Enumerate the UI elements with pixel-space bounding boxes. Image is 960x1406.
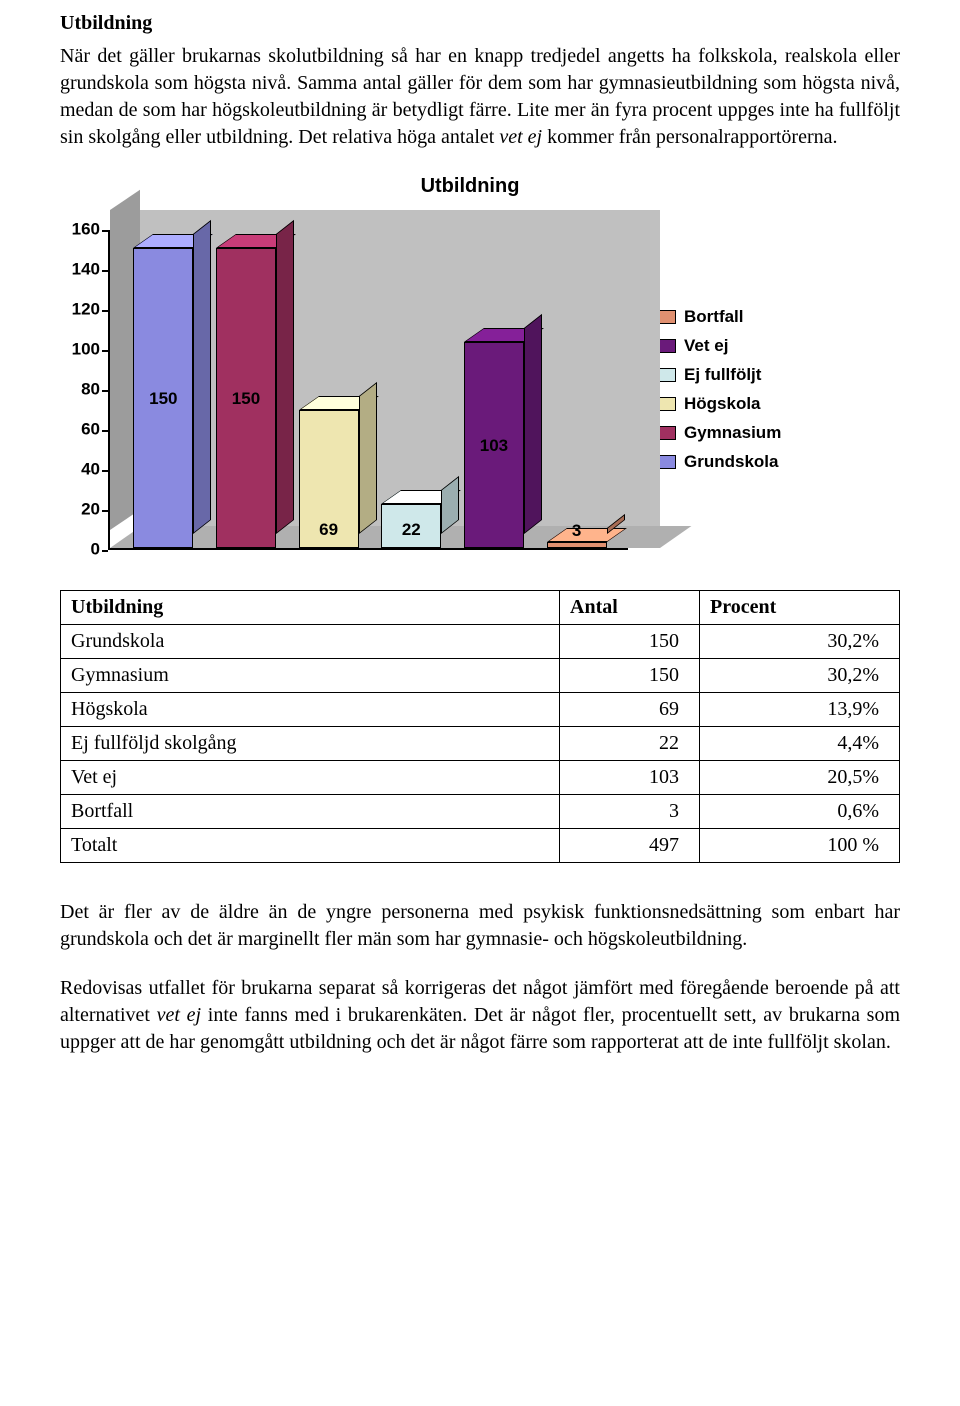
legend-label: Grundskola	[684, 451, 778, 474]
bar-value-label: 150	[149, 388, 177, 411]
table-cell: 497	[560, 829, 700, 863]
paragraph-1: När det gäller brukarnas skolutbildning …	[60, 43, 900, 151]
bar-value-label: 22	[402, 519, 421, 542]
table-row: Totalt497100 %	[61, 829, 900, 863]
table-row: Bortfall30,6%	[61, 795, 900, 829]
table-cell: Grundskola	[61, 625, 560, 659]
table-row: Ej fullföljd skolgång224,4%	[61, 727, 900, 761]
table-cell: 3	[560, 795, 700, 829]
chart-bar: 3	[547, 542, 607, 548]
legend-item: Ej fullföljt	[658, 364, 781, 387]
legend-swatch	[658, 397, 676, 411]
table-cell: 13,9%	[700, 693, 900, 727]
bar-value-label: 150	[232, 388, 260, 411]
table-cell: 150	[560, 659, 700, 693]
legend-swatch	[658, 339, 676, 353]
legend-item: Gymnasium	[658, 422, 781, 445]
bar-value-label: 69	[319, 519, 338, 542]
chart-plot-area: 150 150 69 22 103 3	[108, 230, 628, 550]
y-tick-label: 80	[81, 379, 100, 402]
y-tick-label: 0	[91, 539, 100, 562]
chart-bar: 150	[133, 248, 193, 548]
chart-y-axis: 020406080100120140160	[60, 230, 108, 550]
table-cell: 4,4%	[700, 727, 900, 761]
table-cell: 103	[560, 761, 700, 795]
y-tick-label: 120	[72, 299, 100, 322]
table-cell: Högskola	[61, 693, 560, 727]
y-tick-label: 20	[81, 499, 100, 522]
chart-title: Utbildning	[60, 173, 880, 200]
table-cell: 30,2%	[700, 659, 900, 693]
table-cell: 100 %	[700, 829, 900, 863]
chart-bar: 103	[464, 342, 524, 548]
table-cell: 150	[560, 625, 700, 659]
legend-item: Högskola	[658, 393, 781, 416]
y-tick-label: 100	[72, 339, 100, 362]
table-cell: 30,2%	[700, 625, 900, 659]
table-cell: 0,6%	[700, 795, 900, 829]
table-row: Högskola6913,9%	[61, 693, 900, 727]
table-row: Gymnasium15030,2%	[61, 659, 900, 693]
table-cell: Ej fullföljd skolgång	[61, 727, 560, 761]
table-row: Vet ej10320,5%	[61, 761, 900, 795]
section-heading: Utbildning	[60, 10, 900, 37]
chart-bar: 22	[381, 504, 441, 548]
table-header-cell: Antal	[560, 591, 700, 625]
bar-value-label: 103	[480, 435, 508, 458]
legend-label: Gymnasium	[684, 422, 781, 445]
table-header-cell: Procent	[700, 591, 900, 625]
utbildning-table: UtbildningAntalProcent Grundskola15030,2…	[60, 590, 900, 863]
legend-label: Bortfall	[684, 306, 744, 329]
table-cell: 22	[560, 727, 700, 761]
utbildning-chart: Utbildning 020406080100120140160 1501506…	[60, 173, 880, 550]
table-cell: Gymnasium	[61, 659, 560, 693]
y-tick-label: 140	[72, 259, 100, 282]
paragraph-3: Redovisas utfallet för brukarna separat …	[60, 975, 900, 1056]
legend-swatch	[658, 368, 676, 382]
table-cell: Bortfall	[61, 795, 560, 829]
y-tick-label: 60	[81, 419, 100, 442]
legend-label: Vet ej	[684, 335, 728, 358]
table-row: Grundskola15030,2%	[61, 625, 900, 659]
paragraph-2: Det är fler av de äldre än de yngre pers…	[60, 899, 900, 953]
legend-swatch	[658, 310, 676, 324]
table-cell: 20,5%	[700, 761, 900, 795]
y-tick-label: 40	[81, 459, 100, 482]
legend-item: Bortfall	[658, 306, 781, 329]
y-tick-label: 160	[72, 219, 100, 242]
table-header-cell: Utbildning	[61, 591, 560, 625]
legend-label: Högskola	[684, 393, 761, 416]
legend-swatch	[658, 426, 676, 440]
legend-swatch	[658, 455, 676, 469]
chart-bar: 69	[299, 410, 359, 548]
legend-label: Ej fullföljt	[684, 364, 761, 387]
legend-item: Vet ej	[658, 335, 781, 358]
chart-legend: Bortfall Vet ej Ej fullföljt Högskola Gymnas…	[658, 230, 781, 480]
legend-item: Grundskola	[658, 451, 781, 474]
table-cell: Totalt	[61, 829, 560, 863]
bar-value-label: 3	[572, 520, 581, 543]
table-cell: 69	[560, 693, 700, 727]
table-cell: Vet ej	[61, 761, 560, 795]
chart-bar: 150	[216, 248, 276, 548]
